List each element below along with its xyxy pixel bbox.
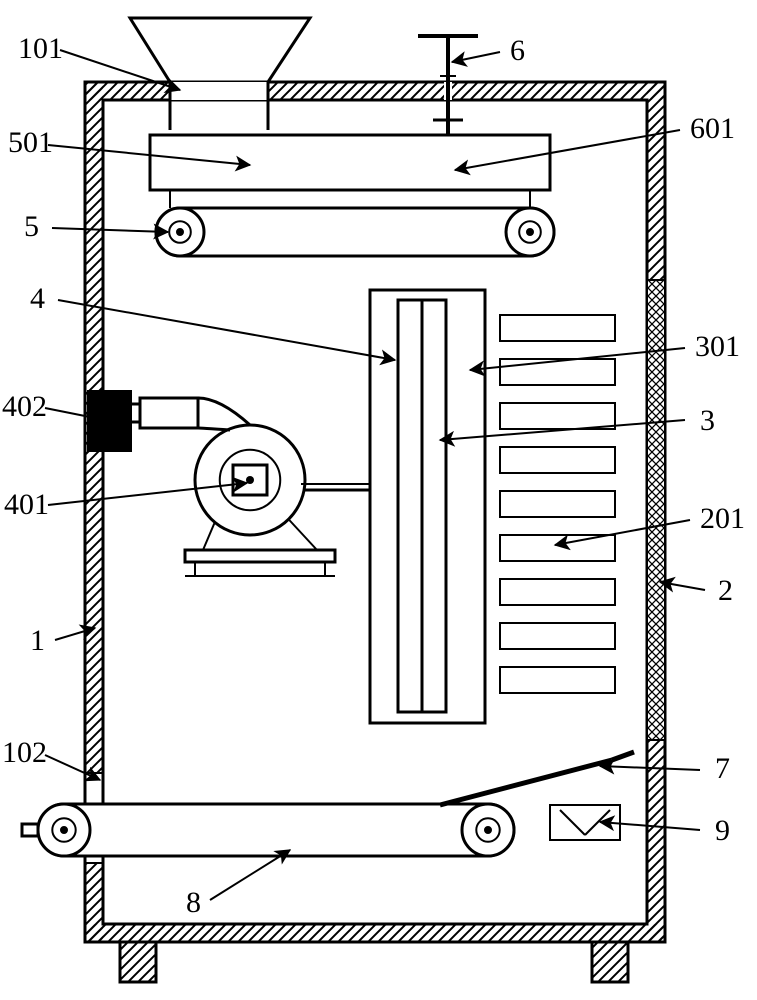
label-l301: 301 bbox=[695, 330, 740, 363]
label-l6: 6 bbox=[510, 34, 525, 67]
label-l501: 501 bbox=[8, 126, 53, 159]
label-l601: 601 bbox=[690, 112, 735, 145]
leader-l2 bbox=[660, 582, 705, 590]
label-l401: 401 bbox=[4, 488, 49, 521]
label-l8: 8 bbox=[186, 886, 201, 919]
diagram-canvas: 101 501 5 4 402 401 1 102 8 6 601 301 3 201 2 7 9 bbox=[0, 0, 757, 1000]
label-l1: 1 bbox=[30, 624, 45, 657]
label-l201: 201 bbox=[700, 502, 745, 535]
leader-l5 bbox=[52, 228, 168, 232]
label-l402: 402 bbox=[2, 390, 47, 423]
leader-l6 bbox=[452, 52, 500, 62]
label-l102: 102 bbox=[2, 736, 47, 769]
leader-l4 bbox=[58, 300, 395, 360]
label-l4: 4 bbox=[30, 282, 45, 315]
label-l9: 9 bbox=[715, 814, 730, 847]
label-l101: 101 bbox=[18, 32, 63, 65]
label-l3: 3 bbox=[700, 404, 715, 437]
label-l7: 7 bbox=[715, 752, 730, 785]
label-l2: 2 bbox=[718, 574, 733, 607]
leader-l201 bbox=[555, 520, 690, 545]
label-l5: 5 bbox=[24, 210, 39, 243]
